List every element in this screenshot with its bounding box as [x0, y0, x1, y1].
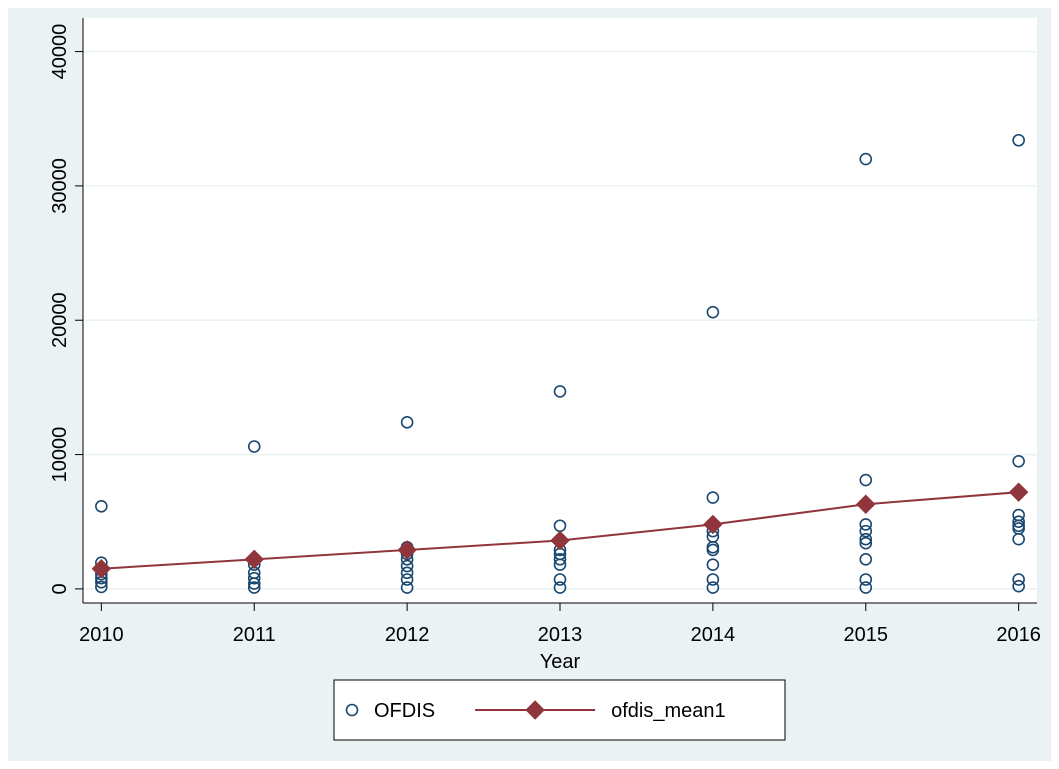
scatter-point [553, 385, 567, 398]
scatter-point [859, 532, 873, 546]
scatter-point [1012, 573, 1025, 586]
scatter-point [247, 581, 261, 594]
scatter-point [859, 473, 873, 487]
scatter-point [859, 518, 873, 531]
y-tick-label: 20000 [49, 292, 71, 348]
scatter-point [553, 573, 567, 586]
scatter-point [706, 543, 720, 557]
scatter-point [706, 558, 720, 572]
scatter-point [859, 553, 873, 566]
line-marker [856, 494, 876, 514]
scatter-point [706, 581, 720, 594]
scatter-point [400, 581, 414, 594]
scatter-point [95, 580, 108, 594]
x-tick-label: 2014 [691, 624, 736, 646]
scatter-point [247, 577, 261, 590]
scatter-point [1012, 133, 1025, 147]
line-marker [91, 559, 112, 579]
scatter-point [706, 573, 720, 586]
x-tick-label: 2011 [233, 624, 276, 646]
x-tick-label: 2015 [844, 624, 889, 646]
line-marker [1008, 482, 1029, 502]
scatter-point [1012, 532, 1025, 546]
line-marker [703, 514, 723, 535]
x-tick-label: 2012 [385, 624, 430, 646]
x-tick-label: 2010 [79, 624, 124, 646]
scatter-point [247, 571, 261, 585]
scatter-point [400, 573, 414, 586]
legend-symbol [525, 700, 545, 720]
y-tick-label: 0 [49, 583, 71, 594]
scatter-point [95, 499, 108, 513]
x-tick-label: 2016 [996, 624, 1041, 646]
x-axis-label: Year [540, 651, 581, 673]
legend-label: ofdis_mean1 [611, 700, 726, 722]
y-tick-label: 30000 [49, 158, 71, 214]
scatter-point [859, 573, 873, 586]
scatter-point [553, 553, 567, 566]
scatter-point [859, 524, 873, 538]
scatter-point [859, 152, 873, 166]
scatter-point [1012, 515, 1025, 529]
line-marker [397, 540, 417, 560]
legend-label: OFDIS [374, 700, 435, 722]
scatter-point [859, 536, 873, 550]
scatter-point [1012, 454, 1025, 468]
legend-symbol [345, 703, 359, 717]
scatter-point [400, 559, 414, 573]
line-marker [550, 530, 570, 551]
scatter-point [400, 416, 414, 429]
legend: OFDIS ofdis_mean1 [333, 679, 786, 741]
y-tick-label: 10000 [49, 427, 71, 483]
scatter-point [553, 581, 567, 594]
x-tick-label: 2013 [538, 624, 583, 646]
line-marker [244, 549, 264, 570]
scatter-point [400, 566, 414, 580]
scatter-point [859, 581, 873, 594]
scatter-point [706, 305, 720, 319]
scatter-point [553, 558, 567, 572]
scatter-point [706, 491, 720, 504]
scatter-point [1012, 579, 1025, 593]
scatter-point [247, 440, 261, 453]
plot-area [83, 18, 1037, 603]
y-tick-label: 40000 [49, 24, 71, 80]
